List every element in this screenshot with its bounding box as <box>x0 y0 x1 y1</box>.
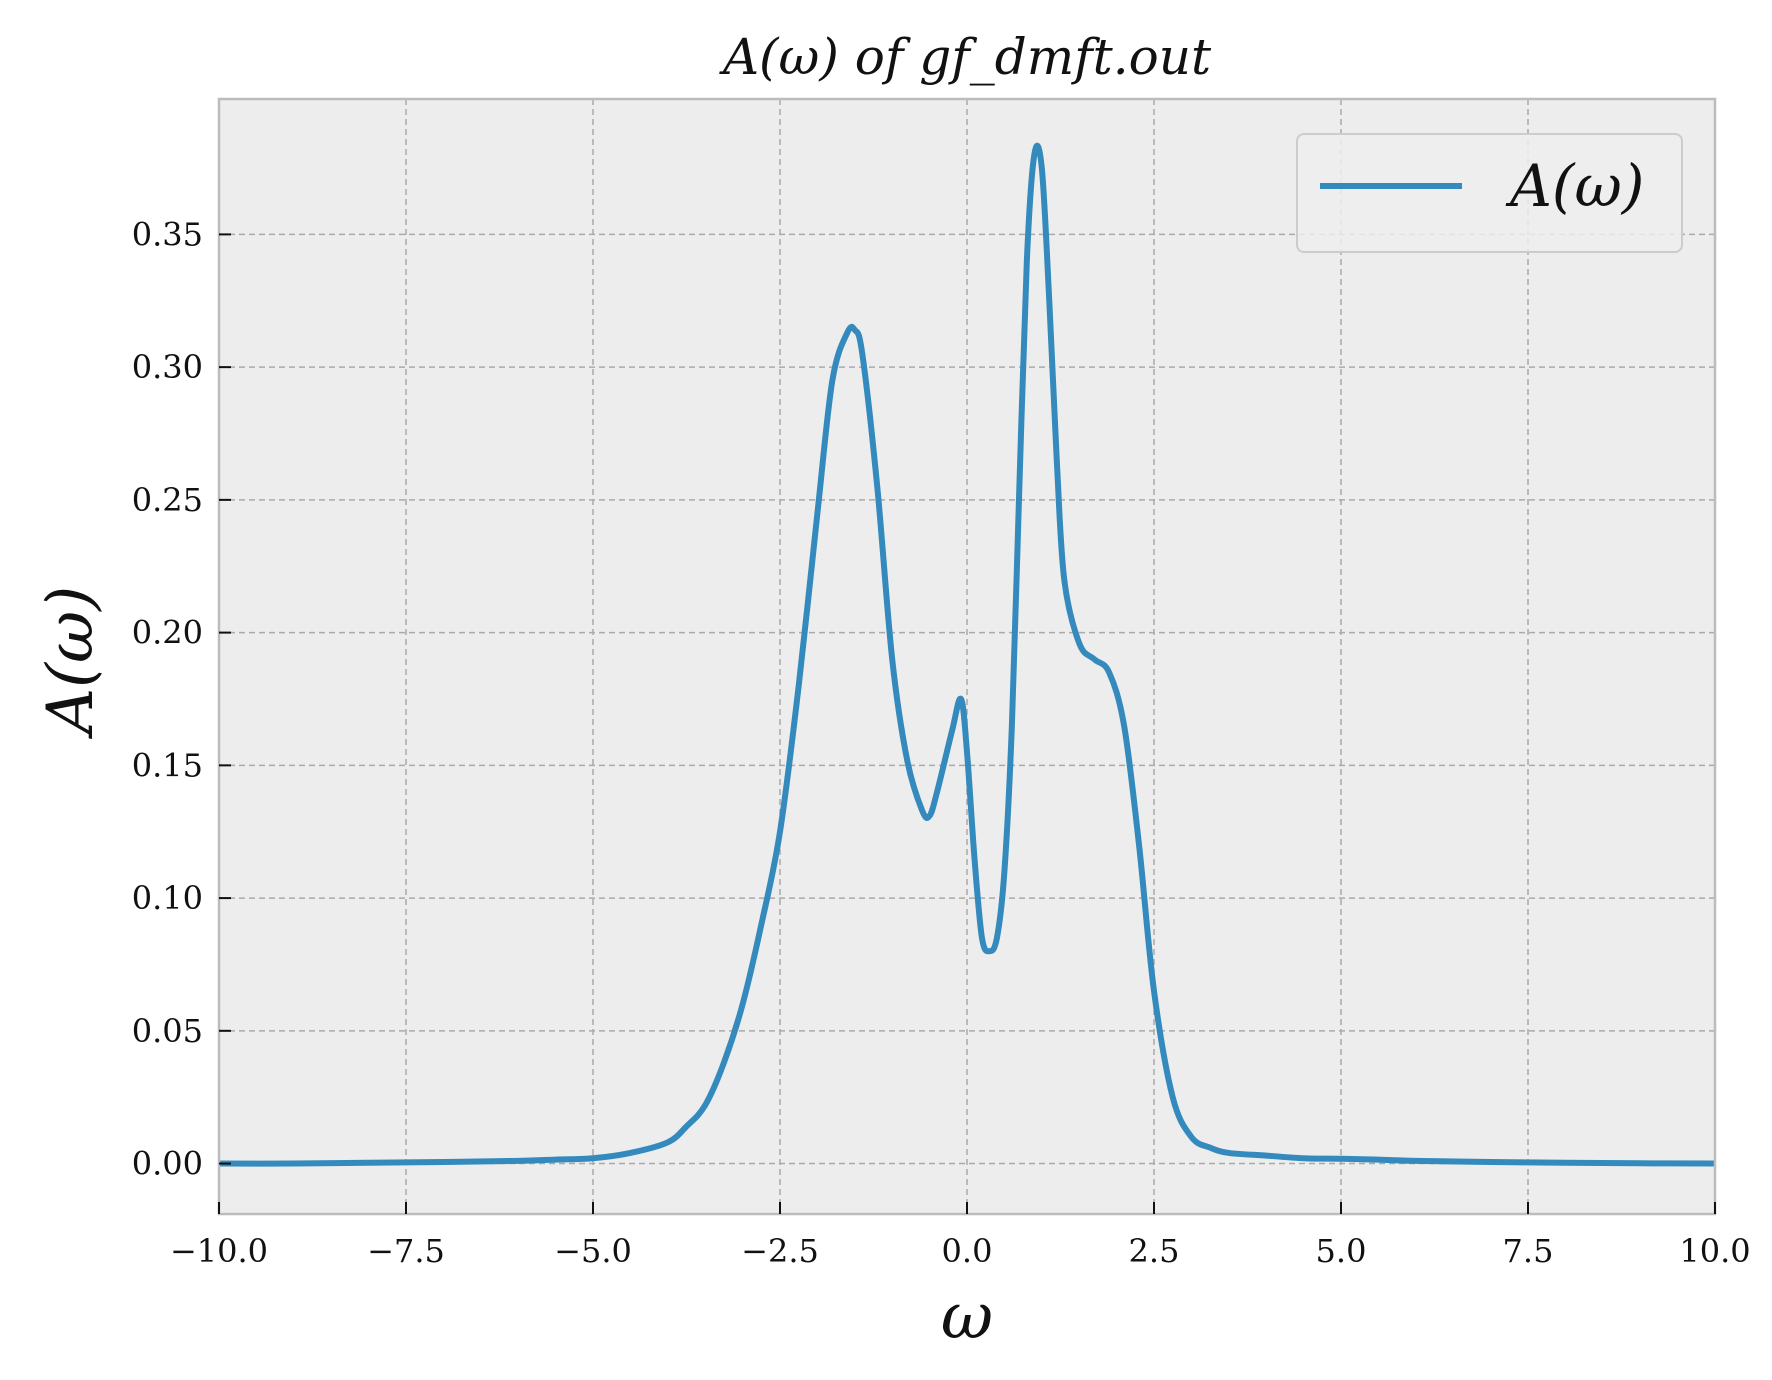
series-layer <box>219 142 1715 1167</box>
tick-layer: −10.0 −7.5 −5.0 −2.5 0.0 2.5 5.0 7.5 10.0 0.00 0.0… <box>132 215 1751 1270</box>
x-tick-label: 10.0 <box>1679 1232 1750 1270</box>
x-tick-label: −5.0 <box>554 1232 632 1270</box>
y-tick-label: 0.15 <box>132 746 203 784</box>
x-axis-label: ω <box>941 1280 993 1354</box>
x-tick-label: 0.0 <box>942 1232 993 1270</box>
plot-area <box>219 99 1715 1214</box>
y-tick-label: 0.05 <box>132 1012 203 1050</box>
x-tick-label: −2.5 <box>741 1232 819 1270</box>
x-tick-label: −7.5 <box>367 1232 445 1270</box>
x-tick-label: 5.0 <box>1316 1232 1367 1270</box>
chart-title: A(ω) of gf_dmft.out <box>719 28 1212 86</box>
y-tick-label: 0.25 <box>132 481 203 519</box>
legend-box <box>1296 133 1683 253</box>
x-tick-label: 7.5 <box>1503 1232 1554 1270</box>
y-tick-label: 0.35 <box>132 215 203 253</box>
y-tick-label: 0.30 <box>132 348 203 386</box>
y-tick-label: 0.10 <box>132 879 203 917</box>
x-tick-label: −10.0 <box>170 1232 268 1270</box>
y-axis-label: A(ω) <box>34 586 108 739</box>
legend-label: A(ω) <box>1505 152 1644 220</box>
x-tick-label: 2.5 <box>1129 1232 1180 1270</box>
y-tick-label: 0.00 <box>132 1145 203 1183</box>
y-tick-label: 0.20 <box>132 614 203 652</box>
legend: A(ω) <box>1296 133 1683 253</box>
series-line <box>219 142 1715 1167</box>
